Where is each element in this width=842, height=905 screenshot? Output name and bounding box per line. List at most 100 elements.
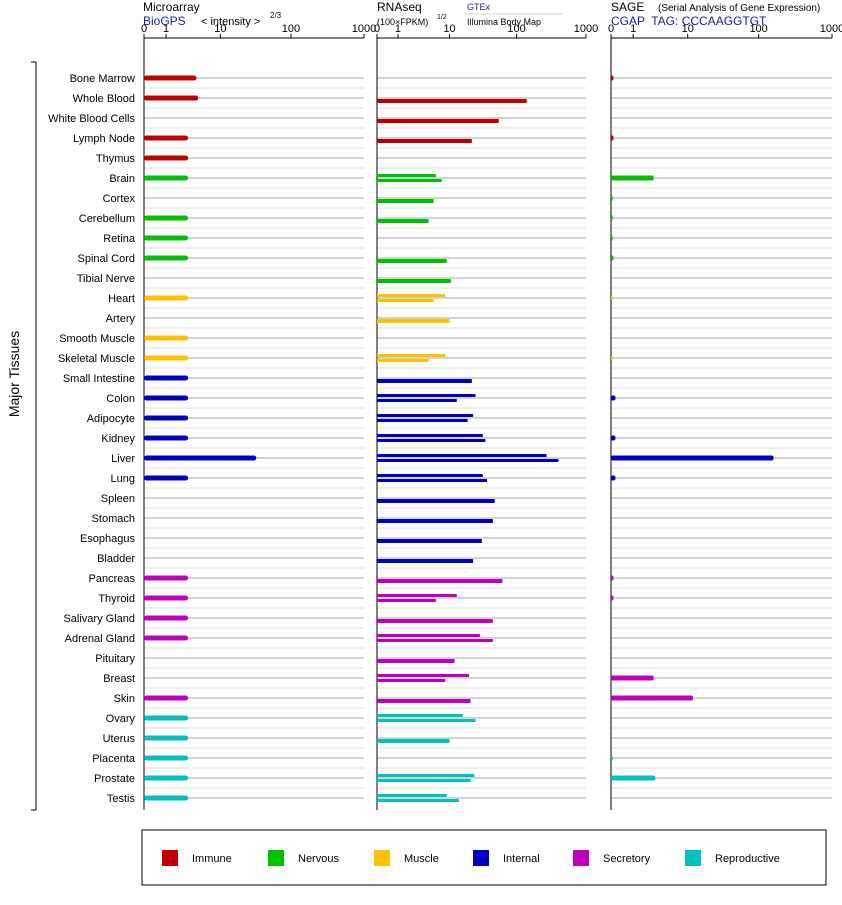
gtex-legend-label: GTEx: [467, 2, 491, 12]
microarray-bar: [144, 755, 189, 761]
rnaseq-bar: [377, 259, 447, 263]
microarray-bar: [144, 95, 199, 101]
rnaseq-bar-ibm: [377, 639, 493, 642]
rnaseq-bar: [377, 379, 472, 383]
sage-bar: [611, 475, 616, 481]
rnaseq-bar: [377, 279, 451, 283]
legend-label-nervous: Nervous: [298, 853, 339, 865]
microarray-bar: [144, 715, 189, 721]
tissue-label: Bone Marrow: [70, 73, 135, 85]
rnaseq-tick-label: 10: [443, 23, 455, 35]
tissue-label: White Blood Cells: [48, 113, 135, 125]
microarray-bar: [144, 255, 189, 261]
sage-bar: [611, 175, 654, 181]
rnaseq-bar-ibm: [377, 359, 429, 362]
sage-tick-label: 1000: [820, 23, 842, 35]
microarray-bar: [144, 295, 189, 301]
rnaseq-tick-label: 1: [395, 23, 401, 35]
sage-tick-label: 10: [682, 23, 694, 35]
sage-bar: [611, 695, 694, 701]
rnaseq-bar-ibm: [377, 599, 436, 602]
rnaseq-bar-ibm: [377, 179, 442, 182]
rnaseq-bar-gtex: [377, 714, 463, 717]
microarray-bar: [144, 435, 189, 441]
rnaseq-title: RNAseq: [377, 0, 422, 14]
rnaseq-bar: [377, 739, 450, 743]
microarray-bar: [144, 235, 189, 241]
legend-label-muscle: Muscle: [404, 853, 439, 865]
rnaseq-bar-gtex: [377, 594, 457, 597]
rnaseq-bar-gtex: [377, 634, 480, 637]
panel-headers: Microarray BioGPS < intensity > 2/3 RNAs…: [143, 0, 820, 28]
sage-bar: [611, 255, 614, 261]
tissue-labels: Bone Marrow Whole Blood White Blood Cells L…: [48, 73, 136, 805]
rnaseq-bar-gtex: [377, 414, 474, 417]
tissue-label: Liver: [111, 453, 135, 465]
rnaseq-bar-gtex: [377, 394, 476, 397]
sage-bar: [611, 455, 774, 461]
rnaseq-bar-ibm: [377, 479, 488, 482]
rnaseq-bar-ibm: [377, 719, 476, 722]
microarray-bar: [144, 335, 189, 341]
rnaseq-bar-gtex: [377, 474, 483, 477]
tissue-label: Small Intestine: [63, 373, 135, 385]
rnaseq-bar-gtex: [377, 454, 547, 457]
rnaseq-bar-ibm: [377, 459, 559, 462]
tissue-label: Spleen: [101, 493, 135, 505]
legend-label-internal: Internal: [503, 853, 540, 865]
microarray-bar: [144, 395, 189, 401]
tissue-label: Adrenal Gland: [65, 633, 135, 645]
microarray-bar: [144, 775, 189, 781]
microarray-bar: [144, 155, 189, 161]
microarray-bar: [144, 375, 189, 381]
tissue-label: Testis: [107, 793, 136, 805]
microarray-tick-label: 10: [214, 23, 226, 35]
rnaseq-bar: [377, 319, 450, 323]
rnaseq-tick-label: 100: [507, 23, 525, 35]
microarray-bar: [144, 615, 189, 621]
tissue-label: Skin: [114, 693, 135, 705]
microarray-bar: [144, 455, 257, 461]
rnaseq-bar: [377, 559, 474, 563]
rnaseq-bar-gtex: [377, 774, 475, 777]
tissue-label: Salivary Gland: [63, 613, 135, 625]
rnaseq-bar: [377, 199, 434, 203]
rnaseq-bar-gtex: [377, 174, 436, 177]
legend-label-immune: Immune: [192, 853, 232, 865]
tissue-label: Kidney: [101, 433, 135, 445]
rnaseq-bar: [377, 699, 471, 703]
intensity-label: < intensity >: [201, 16, 260, 28]
tissue-label: Colon: [106, 393, 135, 405]
tissue-label: Prostate: [94, 773, 135, 785]
sage-bar: [611, 575, 614, 581]
microarray-tick-label: 1: [163, 23, 169, 35]
sage-tick-label: 0: [608, 23, 614, 35]
microarray-bar: [144, 695, 189, 701]
sage-bar: [611, 355, 613, 361]
sage-tick-label: 1: [630, 23, 636, 35]
tissue-label: Placenta: [92, 753, 136, 765]
microarray-title: Microarray: [143, 0, 200, 14]
rnaseq-bar: [377, 139, 472, 143]
tissue-label: Ovary: [106, 713, 136, 725]
rnaseq-bar: [377, 99, 527, 103]
rnaseq-bar-ibm: [377, 399, 457, 402]
microarray-bar: [144, 575, 189, 581]
microarray-bar: [144, 595, 189, 601]
rnaseq-bar: [377, 119, 499, 123]
sage-bar: [611, 295, 613, 301]
tissue-label: Uterus: [103, 733, 136, 745]
rnaseq-bar-gtex: [377, 434, 483, 437]
sage-bar: [611, 595, 614, 601]
sage-bar: [611, 755, 613, 761]
microarray-bar: [144, 635, 189, 641]
rnaseq-bar: [377, 579, 503, 583]
tissue-label: Breast: [103, 673, 135, 685]
bars-layer: [144, 75, 774, 802]
rnaseq-units: (100×FPKM): [377, 17, 428, 27]
rnaseq-units-exponent: 1/2: [437, 14, 447, 21]
tissue-label: Thymus: [96, 153, 136, 165]
biogps-label: BioGPS: [143, 14, 186, 28]
legend-label-secretory: Secretory: [603, 853, 651, 865]
rnaseq-bar: [377, 219, 429, 223]
